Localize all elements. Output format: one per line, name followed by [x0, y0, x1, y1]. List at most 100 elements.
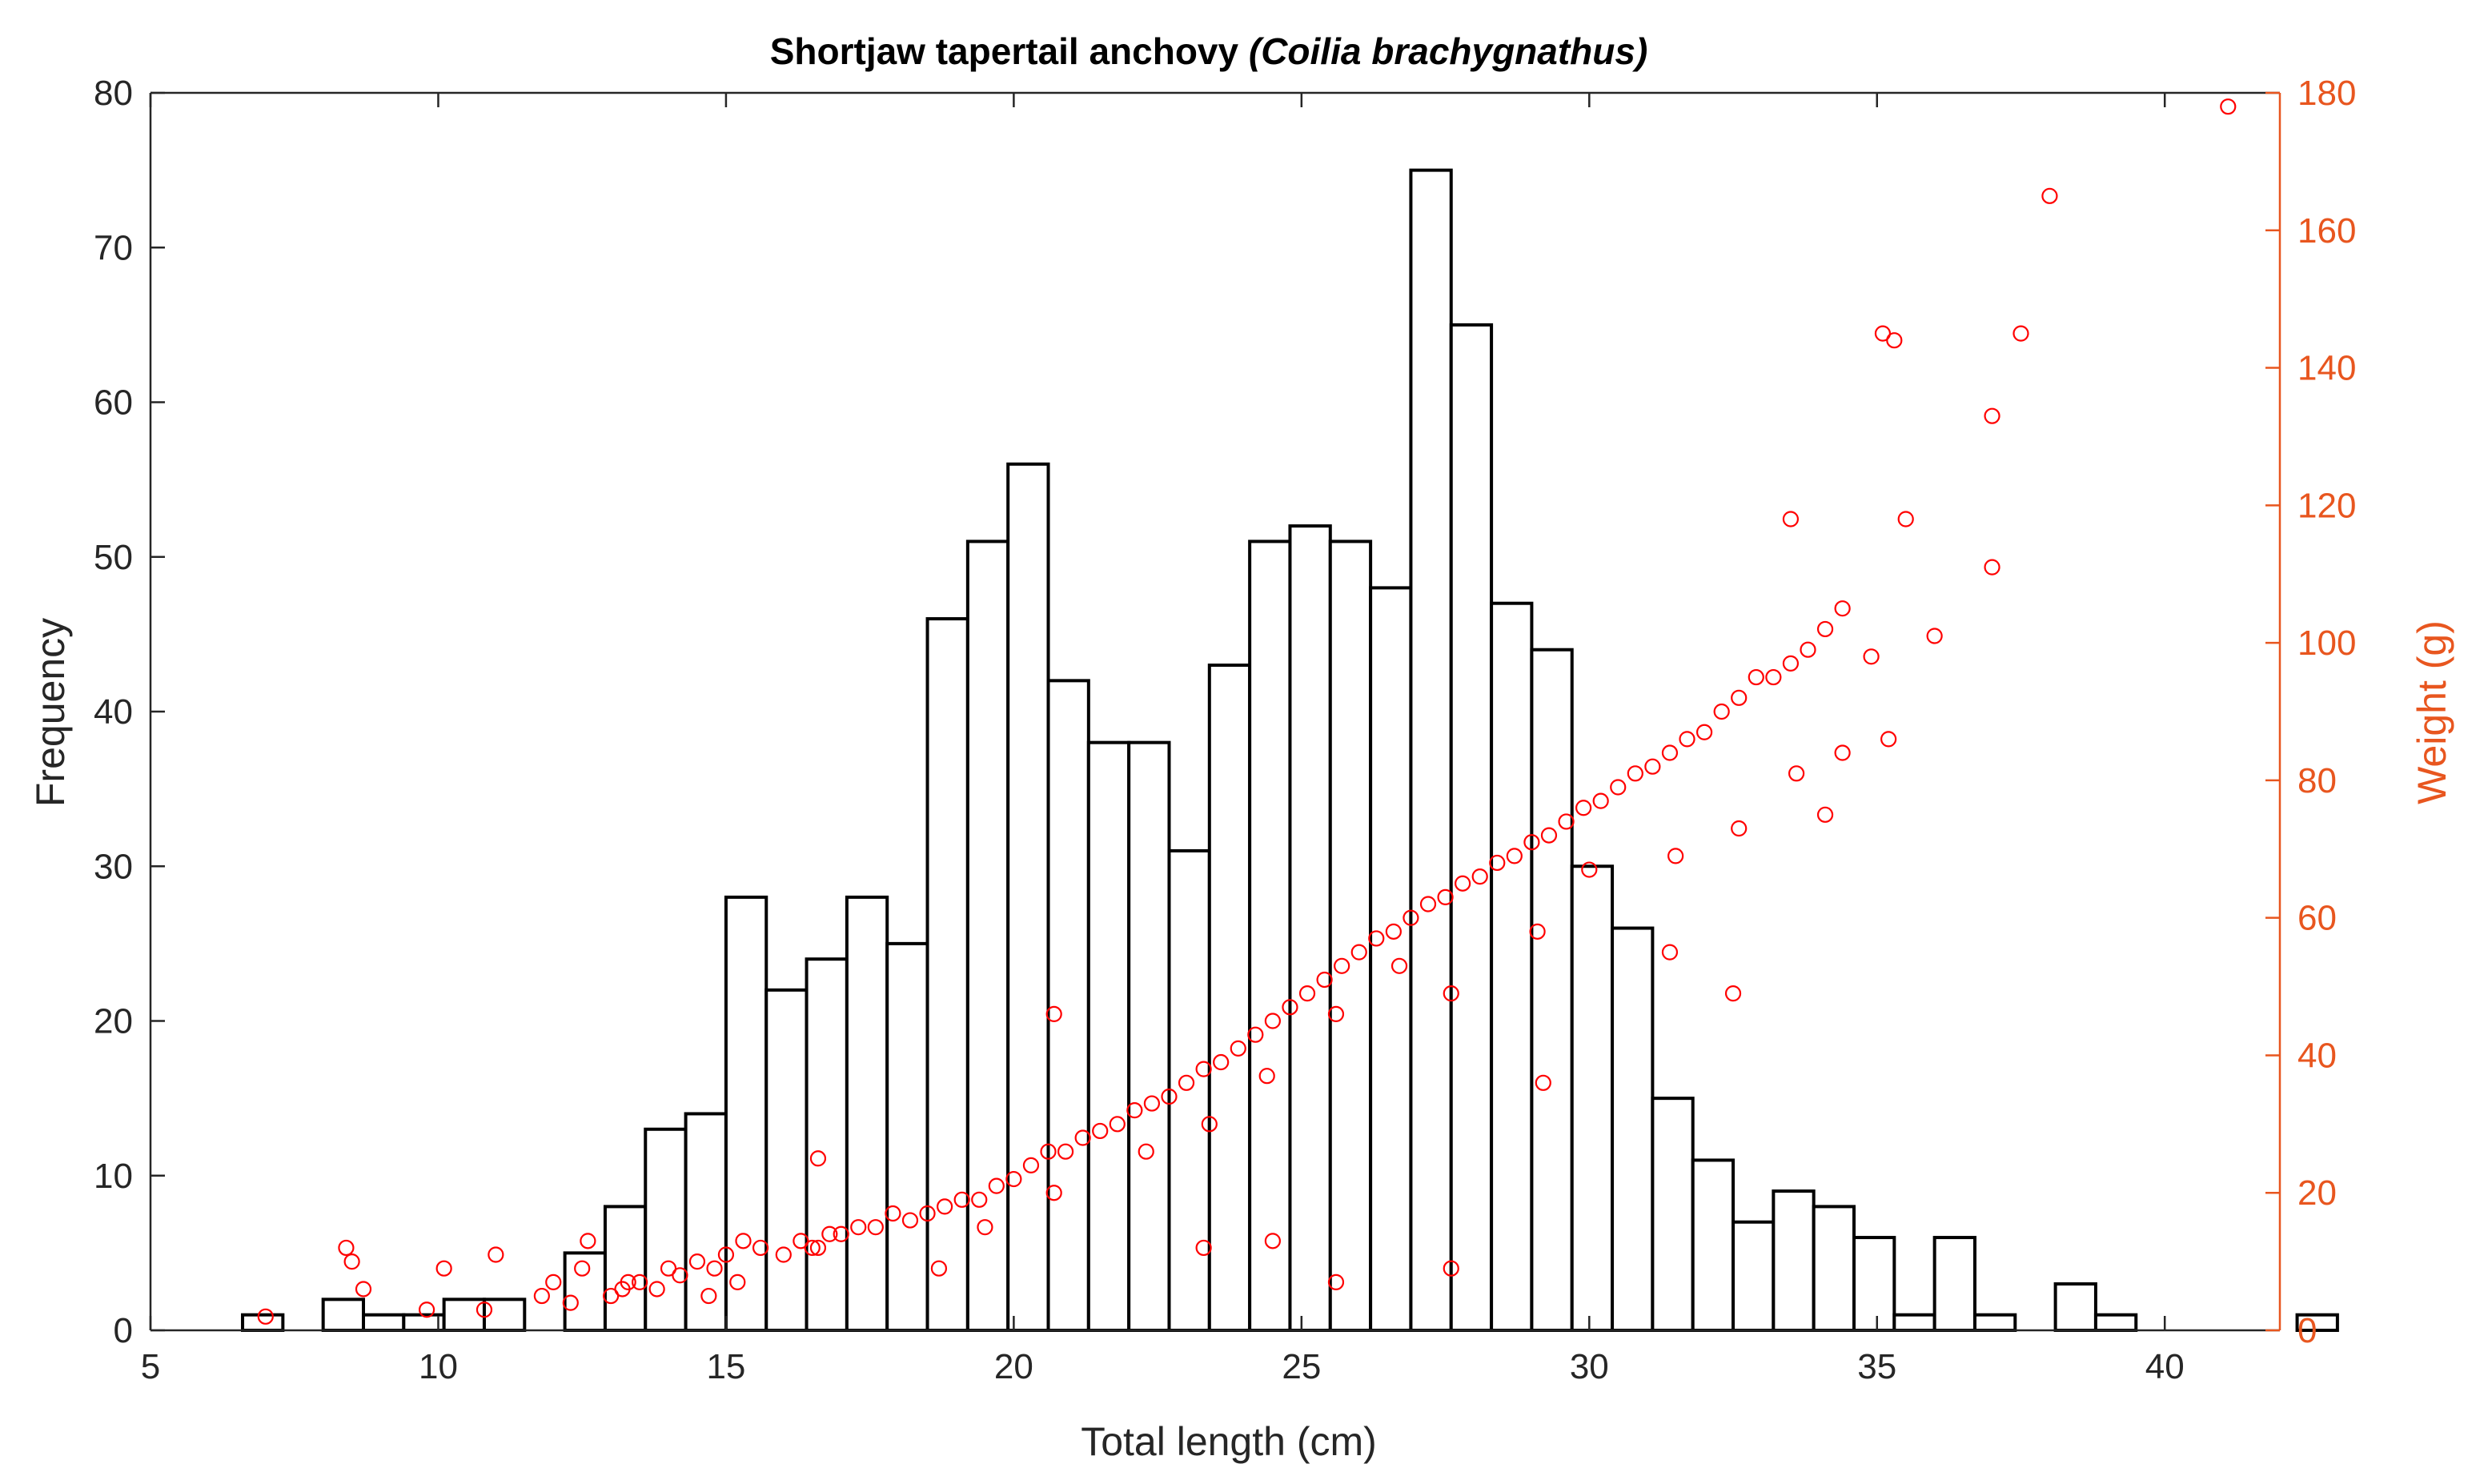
scatter-point: [1863, 648, 1880, 665]
scatter-point: [2041, 187, 2058, 204]
scatter-point: [1926, 628, 1943, 644]
scatter-point: [1788, 765, 1805, 782]
scatter-point: [988, 1177, 1005, 1194]
scatter-point: [1419, 896, 1437, 912]
chart-title-species: (Coilia brachygnathus): [1249, 30, 1647, 72]
y-left-tick-label: 30: [94, 847, 133, 886]
scatter-point: [1661, 944, 1679, 961]
scatter-point: [257, 1308, 274, 1325]
x-axis-label: Total length (cm): [1081, 1419, 1377, 1464]
scatter-point: [1644, 758, 1661, 775]
scatter-point: [1529, 923, 1546, 940]
histogram-bar: [1248, 539, 1292, 1332]
histogram-bar: [1046, 679, 1090, 1332]
histogram-bar: [1006, 462, 1050, 1332]
scatter-point: [1005, 1170, 1022, 1188]
scatter-point: [1610, 779, 1627, 796]
histogram-bar: [1772, 1189, 1816, 1332]
scatter-point: [1724, 985, 1742, 1002]
histogram-bar: [1086, 740, 1131, 1332]
scatter-point: [2220, 98, 2237, 115]
scatter-point: [793, 1233, 809, 1249]
scatter-point: [717, 1246, 735, 1263]
scatter-point: [1334, 957, 1350, 974]
histogram-bar: [764, 988, 809, 1332]
scatter-point: [488, 1246, 504, 1263]
histogram-bar: [724, 895, 768, 1332]
histogram-bar: [1288, 524, 1332, 1332]
scatter-point: [418, 1302, 435, 1318]
scatter-point: [672, 1267, 688, 1284]
axes: 5 10 15 20 25 30 35 40 0 10 20 30 40 50 60 70 80 0 20 40 60 8…: [94, 74, 2356, 1386]
scatter-point: [1213, 1053, 1230, 1071]
scatter-point: [1143, 1095, 1161, 1112]
histogram-bar: [845, 895, 889, 1332]
histogram-bar: [2093, 1313, 2138, 1333]
scatter-point: [735, 1233, 752, 1249]
scatter-point: [1161, 1088, 1178, 1105]
scatter-point: [700, 1287, 717, 1305]
histogram-bar: [1207, 664, 1252, 1332]
y-left-tick-label: 70: [94, 228, 133, 267]
y-right-tick-label: 80: [2297, 761, 2337, 800]
scatter-point: [1782, 655, 1800, 672]
scatter-point: [1258, 1068, 1275, 1085]
scatter-point: [1800, 641, 1816, 658]
scatter-point: [1045, 1005, 1062, 1023]
y-right-tick-label: 40: [2297, 1036, 2337, 1075]
scatter-point: [1074, 1129, 1091, 1146]
scatter-point: [1489, 854, 1506, 872]
scatter-point: [545, 1273, 562, 1290]
scatter-point: [1403, 909, 1419, 926]
histogram-bar: [362, 1313, 406, 1333]
histogram-bar: [1812, 1205, 1856, 1333]
x-tick-label: 40: [2145, 1347, 2185, 1386]
scatter-point: [775, 1246, 792, 1263]
scatter-point: [1834, 744, 1851, 761]
scatter-point: [1327, 1005, 1345, 1023]
scatter-point: [1661, 744, 1679, 761]
scatter-point: [1455, 875, 1471, 892]
scatter-point: [1748, 668, 1764, 686]
scatter-point: [1816, 806, 1834, 823]
scatter-point: [648, 1281, 665, 1297]
histogram-bar: [1530, 648, 1574, 1332]
x-tick-label: 25: [1282, 1347, 1321, 1386]
scatter-point: [1092, 1122, 1109, 1140]
scatter-point: [562, 1294, 579, 1311]
scatter-point: [1057, 1143, 1074, 1160]
scatter-point: [804, 1239, 821, 1257]
y-right-tick-label: 100: [2297, 624, 2356, 663]
scatter-point: [1667, 848, 1684, 864]
scatter-point: [1282, 999, 1298, 1016]
scatter-point: [1880, 731, 1897, 748]
scatter-point: [631, 1273, 648, 1290]
x-tick-label: 5: [141, 1347, 160, 1386]
scatter-point: [809, 1150, 827, 1167]
histogram-bar: [1369, 586, 1413, 1332]
scatter-point: [1731, 820, 1748, 837]
histogram-bar: [805, 957, 849, 1332]
y-right-tick-label: 20: [2297, 1173, 2337, 1213]
scatter-point: [1471, 868, 1488, 885]
scatter-point: [574, 1260, 591, 1277]
scatter-point: [1264, 1013, 1281, 1029]
y-left-tick-label: 60: [94, 383, 133, 423]
scatter-point: [1368, 930, 1385, 947]
scatter-point: [1195, 1061, 1212, 1077]
histogram-bar: [1651, 1097, 1695, 1332]
scatter-point: [977, 1219, 993, 1236]
scatter-point: [355, 1281, 372, 1297]
y-axis-left-label: Frequency: [28, 618, 73, 807]
x-tick-label: 10: [419, 1347, 458, 1386]
histogram-bar: [1167, 848, 1211, 1333]
scatter-point: [809, 1239, 827, 1257]
scatter-point: [1385, 923, 1402, 940]
scatter-point: [1022, 1157, 1040, 1173]
scatter-point: [1506, 848, 1523, 864]
histogram-bar: [1732, 1220, 1776, 1332]
histogram-bar: [2053, 1282, 2097, 1333]
scatter-point: [1713, 703, 1730, 720]
x-tick-label: 30: [1570, 1347, 1609, 1386]
